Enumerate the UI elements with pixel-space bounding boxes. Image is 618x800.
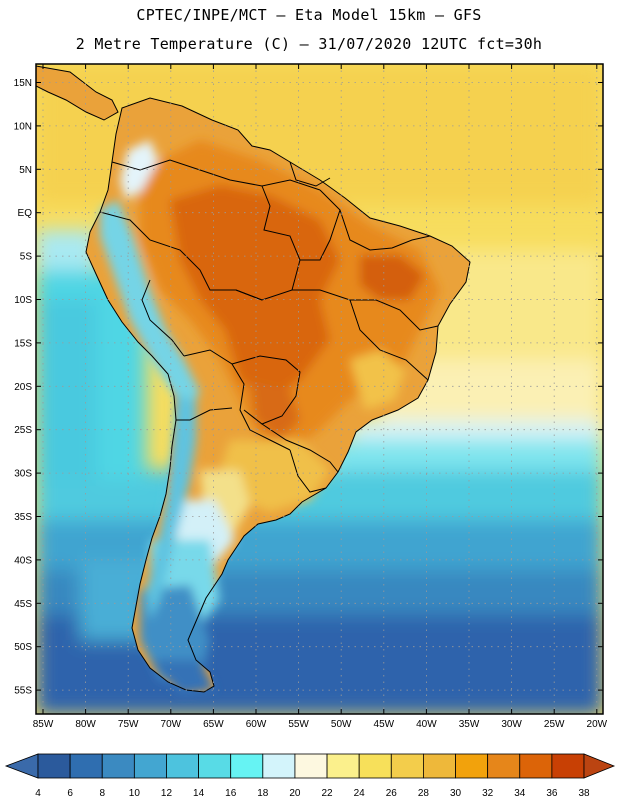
- colorbar-tick-label: 24: [354, 788, 366, 799]
- lat-label: 5N: [19, 165, 32, 176]
- colorbar-swatch: [294, 753, 328, 779]
- colorbar-swatch: [101, 753, 135, 779]
- colorbar-swatch: [166, 753, 199, 779]
- colorbar-tick-label: 34: [514, 788, 526, 799]
- lat-label: 35S: [14, 512, 32, 523]
- colorbar-tick-label: 22: [321, 788, 333, 799]
- lon-label: 50W: [331, 719, 352, 730]
- lon-label: 55W: [288, 719, 309, 730]
- lon-label: 70W: [161, 719, 182, 730]
- colorbar-tick-label: 36: [546, 788, 558, 799]
- colorbar-high-arrow: [583, 753, 616, 779]
- colorbar-swatch: [358, 753, 392, 779]
- lat-label: EQ: [18, 208, 33, 219]
- lon-label: 25W: [544, 719, 565, 730]
- colorbar-swatch: [198, 753, 232, 779]
- lon-label: 20W: [587, 719, 608, 730]
- lon-label: 40W: [416, 719, 437, 730]
- colorbar-tick-label: 6: [67, 788, 73, 799]
- colorbar-swatch: [37, 753, 71, 779]
- colorbar-tick-label: 20: [289, 788, 301, 799]
- graticule: [36, 64, 603, 714]
- colorbar-swatch: [133, 753, 167, 779]
- colorbar-tick-label: 8: [99, 788, 105, 799]
- colorbar-tick-label: 14: [193, 788, 205, 799]
- colorbar-tick-label: 16: [225, 788, 237, 799]
- lat-label: 40S: [14, 555, 32, 566]
- colorbar-tick-labels: 4 6 8 10 12 14 16 18 20 22 24 26 28 30 32 34 36 38: [35, 788, 590, 799]
- lon-label: 65W: [203, 719, 224, 730]
- colorbar-swatch: [423, 753, 456, 779]
- colorbar: [4, 753, 616, 779]
- map-frame: [35, 63, 604, 715]
- lon-label: 75W: [118, 719, 139, 730]
- lat-label: 15N: [14, 78, 32, 89]
- colorbar-swatch: [551, 753, 585, 779]
- colorbar-swatch: [487, 753, 521, 779]
- lon-label: 80W: [75, 719, 96, 730]
- colorbar-tick-label: 26: [386, 788, 398, 799]
- lat-label: 20S: [14, 382, 32, 393]
- colorbar-tick-label: 4: [35, 788, 41, 799]
- colorbar-swatch: [230, 753, 264, 779]
- colorbar-swatch: [390, 753, 424, 779]
- colorbar-tick-label: 10: [129, 788, 141, 799]
- lat-label: 15S: [14, 338, 32, 349]
- colorbar-swatch: [69, 753, 103, 779]
- colorbar-tick-label: 12: [161, 788, 173, 799]
- lon-label: 30W: [501, 719, 522, 730]
- lat-label: 45S: [14, 599, 32, 610]
- lat-label: 55S: [14, 686, 32, 697]
- lat-label: 10N: [14, 121, 32, 132]
- lon-label: 35W: [459, 719, 480, 730]
- colorbar-tick-label: 18: [257, 788, 269, 799]
- colorbar-tick-label: 38: [578, 788, 590, 799]
- country-borders: [36, 65, 471, 693]
- colorbar-tick-label: 28: [418, 788, 430, 799]
- longitude-labels: 85W 80W 75W 70W 65W 60W 55W 50W 45W 40W 35W 30W 25W 2…: [33, 719, 608, 730]
- colorbar-low-arrow: [4, 753, 39, 779]
- colorbar-swatch: [326, 753, 360, 779]
- lon-label: 85W: [33, 719, 54, 730]
- lat-label: 30S: [14, 469, 32, 480]
- colorbar-swatch: [519, 753, 553, 779]
- colorbar-tick-label: 30: [450, 788, 462, 799]
- lat-label: 50S: [14, 642, 32, 653]
- map-subtitle: 2 Metre Temperature (C) – 31/07/2020 12U…: [75, 35, 543, 53]
- lat-label: 5S: [20, 252, 33, 263]
- temperature-field: [36, 64, 603, 714]
- map-title: CPTEC/INPE/MCT – Eta Model 15km – GFS: [136, 6, 482, 24]
- lon-label: 45W: [374, 719, 395, 730]
- colorbar-swatch: [455, 753, 489, 779]
- lat-label: 10S: [14, 295, 32, 306]
- colorbar-swatch: [262, 753, 296, 779]
- colorbar-tick-label: 32: [482, 788, 494, 799]
- lat-label: 25S: [14, 425, 32, 436]
- latitude-labels: 15N 10N 5N EQ 5S 10S 15S 20S 25S 30S 35S 40S 45S 50S 5…: [14, 78, 33, 697]
- lon-label: 60W: [246, 719, 267, 730]
